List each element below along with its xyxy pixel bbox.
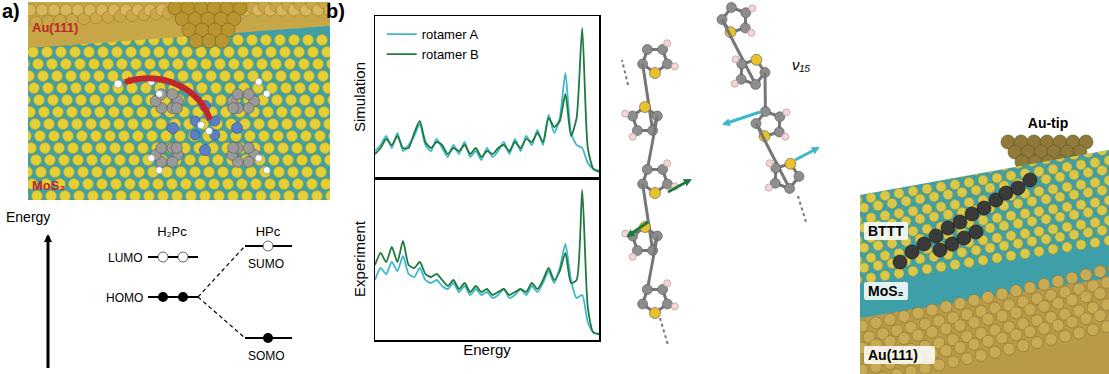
svg-text:SUMO: SUMO [248, 257, 284, 271]
svg-text:b): b) [326, 0, 345, 22]
svg-text:LUMO: LUMO [108, 251, 143, 265]
svg-text:rotamer A: rotamer A [422, 27, 479, 42]
svg-text:Au(111): Au(111) [32, 20, 78, 35]
svg-text:BTTT: BTTT [868, 223, 904, 239]
svg-text:Energy: Energy [463, 341, 511, 358]
svg-text:ν₁₅: ν₁₅ [792, 56, 810, 73]
svg-text:HOMO: HOMO [106, 291, 143, 305]
svg-text:H₂Pc: H₂Pc [157, 224, 187, 239]
svg-text:Au-tip: Au-tip [1028, 115, 1068, 131]
svg-text:HPc: HPc [256, 224, 281, 239]
svg-text:Au(111): Au(111) [868, 347, 918, 363]
svg-text:MoS₂: MoS₂ [868, 283, 904, 299]
svg-text:rotamer B: rotamer B [422, 47, 479, 62]
svg-text:a): a) [2, 0, 20, 22]
svg-text:Simulation: Simulation [351, 62, 368, 132]
svg-text:SOMO: SOMO [248, 349, 285, 363]
svg-text:Energy: Energy [6, 209, 50, 225]
svg-text:MoS₂: MoS₂ [32, 178, 65, 193]
svg-text:Experiment: Experiment [351, 220, 368, 297]
